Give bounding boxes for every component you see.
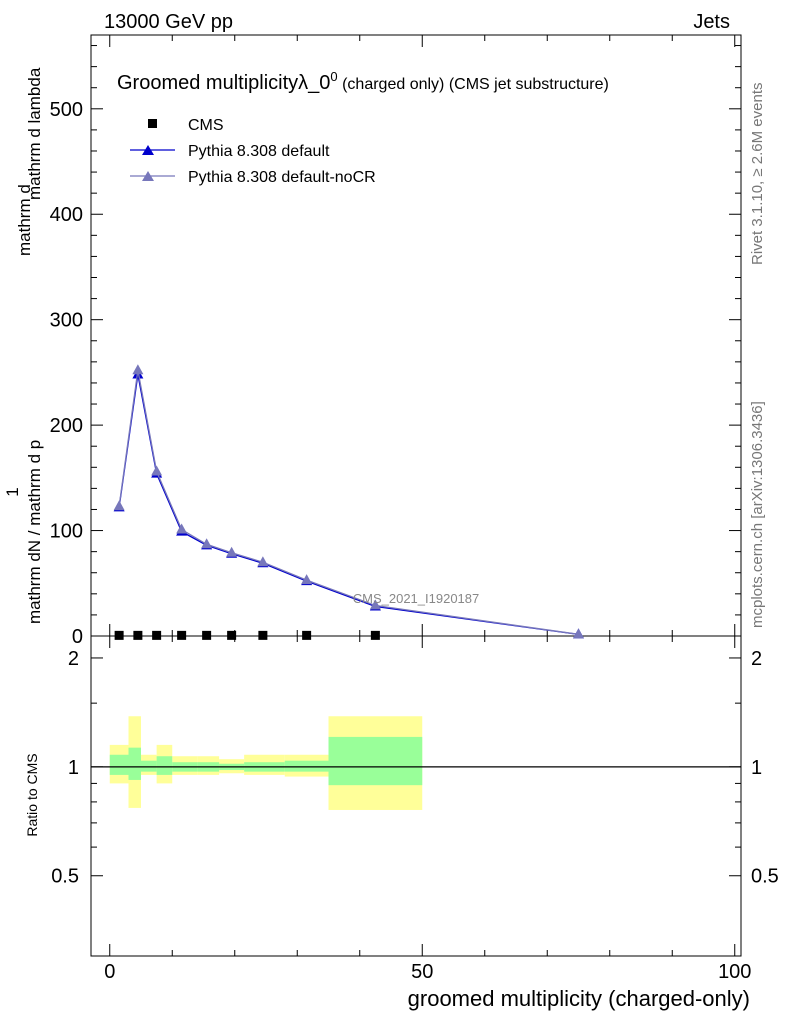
main-y-tick-label: 0 [72, 626, 83, 648]
header-right: Jets [693, 11, 730, 33]
ratio-band-green [328, 736, 423, 786]
main-axis: 0 100 200 300 400 500 [50, 35, 741, 648]
legend-marker-default [142, 145, 154, 155]
cms-data-point [152, 630, 162, 640]
ratio-bands [91, 716, 741, 810]
plot-title: Groomed multiplicityλ_00 (charged only) … [117, 69, 609, 94]
y-label-numerator: mathrm dN / mathrm d p [25, 440, 44, 624]
series-point-nocr [573, 628, 584, 639]
cms-data-point [202, 630, 212, 640]
legend-label-nocr: Pythia 8.308 default-noCR [188, 169, 376, 186]
ratio-band-green [284, 760, 329, 772]
main-y-label: 1 mathrm dN / mathrm d p mathrm d mathrm… [3, 67, 44, 624]
main-y-tick-label: 100 [50, 521, 83, 543]
ratio-plot-frame [90, 635, 742, 957]
ratio-y-tick-label: 1 [68, 757, 79, 779]
cms-data-point [258, 630, 268, 640]
plot-title-main: Groomed multiplicityλ_0 [117, 72, 330, 94]
cms-data-point [114, 630, 124, 640]
y-label-prefix: 1 [3, 487, 22, 496]
series-point-nocr [176, 523, 188, 534]
series-point-nocr [113, 500, 125, 511]
ratio-y-tick-label: 2 [68, 648, 79, 670]
legend-label-default: Pythia 8.308 default [188, 143, 330, 160]
y-label-den-top: mathrm d [15, 184, 34, 256]
ratio-y-label: Ratio to CMS [24, 753, 40, 836]
plot-title-tail: (charged only) (CMS jet substructure) [338, 76, 609, 93]
x-tick-label: 0 [104, 961, 115, 983]
x-tick-label: 50 [411, 961, 433, 983]
series-point-nocr [201, 538, 213, 549]
plot-title-sup: 0 [330, 69, 337, 84]
legend-label-cms: CMS [188, 117, 224, 134]
mcplots-label: mcplots.cern.ch [arXiv:1306.3436] [749, 401, 766, 628]
ratio-band-green [141, 760, 157, 772]
series-line-nocr [118, 370, 579, 635]
ratio-y-tick-label-right: 0.5 [751, 866, 779, 888]
series-layer [113, 364, 584, 640]
x-axis-label: groomed multiplicity (charged-only) [408, 986, 750, 1011]
ratio-y-tick-label-right: 2 [751, 648, 762, 670]
ratio-band-green [109, 754, 129, 775]
y-label-num-tail: mathrm d lambda [25, 67, 44, 200]
legend-marker-cms [148, 119, 157, 128]
cms-data-point [370, 630, 380, 640]
ratio-band-green [156, 756, 173, 775]
series-point-nocr [369, 599, 381, 610]
series-point-nocr [257, 556, 269, 567]
series-point-nocr [226, 546, 238, 557]
series-point-nocr [132, 364, 144, 375]
main-y-tick-label: 200 [50, 415, 83, 437]
ratio-y-tick-label: 0.5 [51, 866, 79, 888]
cms-data-point [177, 630, 187, 640]
cms-data-point [302, 630, 312, 640]
x-tick-label: 100 [718, 961, 751, 983]
header-left: 13000 GeV pp [104, 11, 233, 33]
legend-marker-nocr [142, 171, 154, 181]
legend: CMS Pythia 8.308 default Pythia 8.308 de… [130, 117, 376, 186]
main-y-tick-label: 500 [50, 99, 83, 121]
ratio-y-tick-label-right: 1 [751, 757, 762, 779]
cms-data-point [227, 630, 237, 640]
cms-data-point [133, 630, 143, 640]
rivet-label: Rivet 3.1.10, ≥ 2.6M events [749, 83, 766, 266]
ratio-axis: 0.5 0.5 1 1 2 2 0 50 100 [51, 636, 779, 983]
ratio-band-green [128, 747, 141, 780]
analysis-label: CMS_2021_I1920187 [353, 591, 480, 606]
series-point-nocr [301, 574, 313, 585]
main-y-tick-label: 300 [50, 310, 83, 332]
main-y-tick-label: 400 [50, 204, 83, 226]
series-point-nocr [151, 465, 163, 476]
